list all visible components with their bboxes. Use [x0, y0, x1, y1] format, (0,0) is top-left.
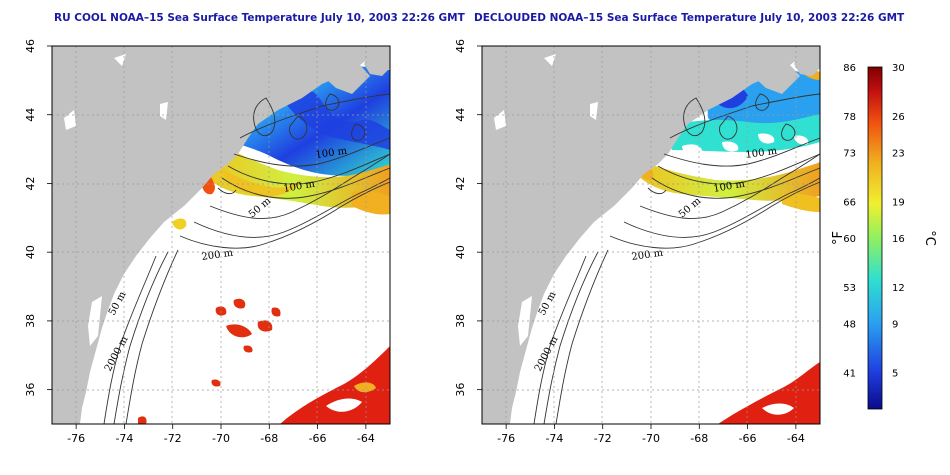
- panel-title-rucool: RU COOL NOAA–15 Sea Surface Temperature …: [54, 12, 466, 24]
- panel-title-declouded: DECLOUDED NOAA–15 Sea Surface Temperatur…: [474, 12, 905, 24]
- celsius-tick-label: 30: [892, 63, 905, 74]
- fahrenheit-tick-label: 41: [843, 368, 856, 379]
- contour-label: 200 m: [631, 248, 664, 263]
- gulf-stream: [718, 362, 820, 424]
- sst-warm-patches: [138, 298, 281, 424]
- fahrenheit-tick-label: 53: [843, 283, 856, 294]
- x-tick-label: -68: [690, 432, 708, 445]
- y-tick-label: 38: [24, 314, 37, 328]
- y-tick-label: 38: [454, 314, 467, 328]
- contour-label: 200 m: [201, 248, 234, 263]
- x-tick-label: -70: [642, 432, 660, 445]
- y-tick-label: 42: [24, 176, 37, 190]
- celsius-unit-label: °C: [922, 230, 937, 246]
- x-tick-label: -76: [497, 432, 515, 445]
- x-tick-label: -74: [115, 432, 133, 445]
- celsius-tick-label: 16: [892, 234, 905, 245]
- x-tick-label: -68: [260, 432, 278, 445]
- x-tick-label: -70: [212, 432, 230, 445]
- fahrenheit-tick-label: 60: [843, 234, 856, 245]
- y-tick-label: 46: [454, 39, 467, 53]
- x-tick-label: -74: [545, 432, 563, 445]
- x-tick-label: -64: [787, 432, 805, 445]
- sst-cloud-gaps: [682, 133, 809, 156]
- celsius-tick-label: 12: [892, 283, 905, 294]
- x-tick-label: -76: [67, 432, 85, 445]
- fahrenheit-tick-label: 78: [843, 112, 856, 123]
- celsius-tick-label: 26: [892, 112, 905, 123]
- celsius-tick-label: 23: [892, 149, 905, 160]
- y-tick-label: 40: [454, 245, 467, 259]
- y-tick-label: 42: [454, 176, 467, 190]
- colorbar-celsius-ticks: 30 26 23 19 16 12 9 5: [892, 63, 905, 379]
- celsius-tick-label: 19: [892, 197, 905, 208]
- x-tick-label: -64: [357, 432, 375, 445]
- fahrenheit-tick-label: 48: [843, 320, 856, 331]
- fahrenheit-tick-label: 86: [843, 63, 856, 74]
- temperature-colorbar: 86 78 73 66 60 53 48 41 30 26 23 19 16 12 9 5 °F °C: [831, 63, 937, 410]
- celsius-tick-label: 5: [892, 368, 898, 379]
- gulf-stream: [280, 346, 390, 424]
- sst-map-rucool: 100 m 100 m 50 m 200 m 50 m 2000 m: [51, 45, 391, 425]
- y-tick-label: 44: [24, 108, 37, 122]
- x-tick-label: -72: [594, 432, 612, 445]
- axis-ticks-rucool: -76 -74 -72 -70 -68 -66 -64 36 38 40 42 44 46: [24, 39, 375, 445]
- fahrenheit-unit-label: °F: [831, 231, 846, 245]
- x-tick-label: -66: [739, 432, 757, 445]
- x-tick-label: -66: [309, 432, 327, 445]
- sst-map-declouded: 100 m 100 m 50 m 200 m 50 m 2000 m: [481, 45, 821, 425]
- x-tick-label: -72: [164, 432, 182, 445]
- colorbar-ramp: [867, 66, 883, 410]
- axis-ticks-declouded: -76 -74 -72 -70 -68 -66 -64 36 38 40 42 44 46: [454, 39, 805, 445]
- y-tick-label: 36: [24, 383, 37, 397]
- y-tick-label: 40: [24, 245, 37, 259]
- contour-label: 100 m: [315, 146, 348, 161]
- y-tick-label: 46: [24, 39, 37, 53]
- y-tick-label: 44: [454, 108, 467, 122]
- colorbar-fahrenheit-ticks: 86 78 73 66 60 53 48 41: [843, 63, 856, 379]
- celsius-tick-label: 9: [892, 320, 898, 331]
- contour-label: 100 m: [745, 146, 778, 161]
- fahrenheit-tick-label: 66: [843, 197, 856, 208]
- y-tick-label: 36: [454, 383, 467, 397]
- fahrenheit-tick-label: 73: [843, 149, 856, 160]
